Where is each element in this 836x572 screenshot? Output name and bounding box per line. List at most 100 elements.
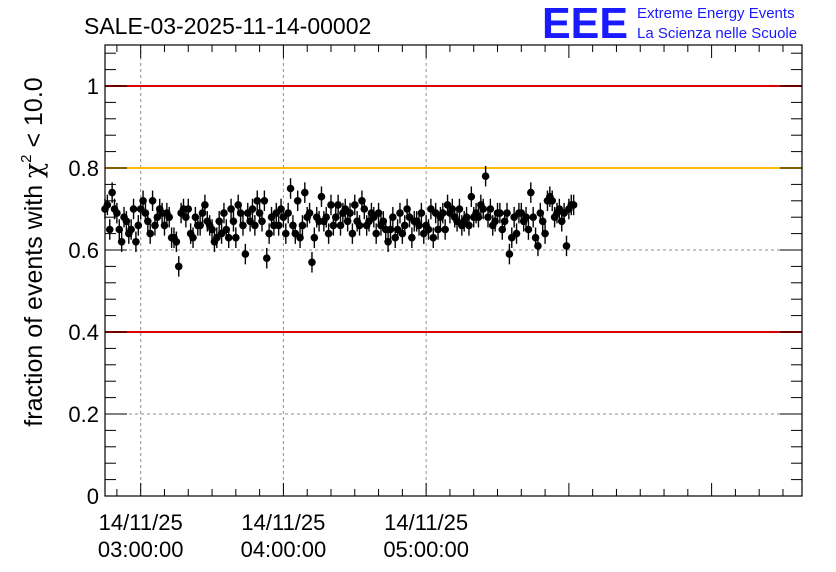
- data-point: [424, 225, 433, 234]
- x-tick-label-time: 05:00:00: [383, 537, 469, 562]
- data-point: [229, 217, 238, 226]
- data-point: [331, 213, 340, 221]
- plot-frame: [104, 44, 803, 497]
- data-point: [174, 262, 183, 271]
- data-point: [417, 209, 426, 217]
- data-point: [317, 192, 326, 201]
- data-point: [132, 238, 140, 246]
- data-point: [522, 213, 530, 221]
- y-axis-label-post: < 10.0: [20, 77, 48, 154]
- data-point: [208, 225, 216, 234]
- data-point: [465, 221, 473, 230]
- data-point: [562, 242, 571, 250]
- data-point: [538, 217, 547, 226]
- data-point: [248, 205, 257, 213]
- data-point: [529, 213, 537, 221]
- data-point: [503, 209, 511, 217]
- data-point: [486, 205, 495, 213]
- data-point: [429, 233, 438, 242]
- data-point: [505, 250, 514, 258]
- data-point: [389, 213, 397, 221]
- data-point: [265, 229, 273, 238]
- data-point: [122, 217, 131, 226]
- y-tick-label: 0.2: [68, 402, 99, 427]
- data-point: [117, 238, 126, 246]
- data-point: [220, 209, 228, 217]
- data-point: [569, 201, 578, 209]
- reference-lines: [105, 85, 802, 333]
- chart-title: SALE-03-2025-11-14-00002: [84, 13, 371, 39]
- data-point: [496, 209, 504, 217]
- data-point: [386, 225, 395, 234]
- x-tick-label-time: 04:00:00: [241, 537, 327, 562]
- data-point: [415, 221, 423, 230]
- data-point: [396, 209, 404, 217]
- data-point: [524, 225, 533, 234]
- data-point: [274, 221, 283, 230]
- y-axis-label-pre: fraction of events with: [20, 178, 48, 427]
- data-point: [293, 197, 302, 205]
- data-point: [374, 209, 383, 217]
- data-point: [108, 188, 116, 197]
- data-point: [251, 221, 259, 230]
- y-tick-label: 0.4: [68, 320, 99, 345]
- data-point: [324, 229, 333, 238]
- y-tick-label: 0.6: [68, 238, 99, 263]
- data-point: [201, 201, 209, 209]
- data-point: [260, 197, 269, 205]
- data-point: [227, 205, 235, 213]
- data-point: [196, 221, 204, 230]
- data-point: [296, 233, 304, 242]
- y-tick-label: 0: [87, 484, 99, 509]
- data-point: [241, 250, 250, 258]
- data-point: [348, 229, 357, 238]
- data-point: [467, 192, 476, 201]
- data-point: [305, 209, 314, 217]
- data-point: [148, 197, 157, 205]
- data-point: [144, 217, 152, 226]
- data-point: [336, 221, 345, 230]
- data-point: [239, 221, 247, 230]
- data-point: [534, 242, 542, 250]
- data-point: [146, 229, 154, 238]
- data-point: [113, 209, 121, 217]
- data-point: [129, 205, 138, 213]
- data-point: [308, 258, 316, 267]
- data-point: [408, 233, 416, 242]
- data-point: [479, 205, 488, 213]
- data-point: [350, 201, 359, 209]
- data-point: [541, 229, 549, 238]
- data-point: [184, 205, 193, 213]
- axes: [104, 44, 803, 497]
- y-tick-label: 0.8: [68, 156, 99, 181]
- data-point: [134, 221, 143, 230]
- y-tick-label: 1: [87, 74, 99, 99]
- data-point: [105, 225, 114, 234]
- data-point: [327, 201, 335, 209]
- logo-line-1: Extreme Energy Events: [637, 5, 795, 22]
- data-point: [512, 229, 521, 238]
- data-point: [236, 209, 245, 217]
- data-point: [527, 188, 535, 197]
- data-point: [224, 233, 233, 242]
- data-point: [355, 221, 364, 230]
- data-point: [189, 233, 197, 242]
- data-point: [253, 197, 262, 205]
- data-point: [441, 225, 449, 234]
- data-point: [232, 233, 240, 242]
- logo-mark: EEE: [542, 0, 628, 48]
- data-point: [281, 229, 290, 238]
- data-point: [160, 221, 169, 230]
- data-point: [262, 254, 271, 262]
- data-point: [400, 221, 409, 230]
- tick-labels: 00.20.40.60.8114/11/2503:00:0014/11/2504…: [68, 74, 469, 562]
- data-points: [101, 165, 578, 277]
- data-point: [284, 209, 292, 217]
- data-point: [481, 172, 490, 180]
- x-tick-label-date: 14/11/25: [241, 510, 325, 535]
- data-point: [258, 217, 266, 226]
- y-axis-label: fraction of events with χ2 < 10.0: [18, 77, 48, 426]
- data-point: [139, 197, 147, 205]
